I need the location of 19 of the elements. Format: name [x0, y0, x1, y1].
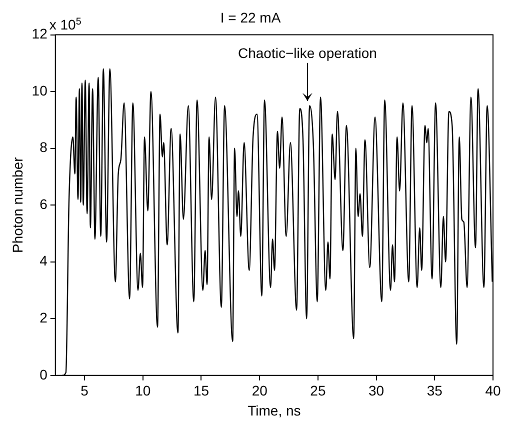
x-tick-label: 15 — [193, 382, 210, 399]
chart-title: I = 22 mA — [220, 9, 282, 26]
y-axis-title: Photon number — [9, 156, 26, 253]
x-tick-label: 10 — [135, 382, 151, 399]
x-tick-label: 40 — [485, 382, 501, 399]
y-tick-label: 10 — [32, 82, 48, 98]
x-axis-title: Time, ns — [248, 402, 301, 418]
x-tick-label: 25 — [310, 382, 326, 399]
x-tick-label: 30 — [368, 382, 384, 399]
y-tick-label: 12 — [32, 26, 48, 42]
y-tick-label: 8 — [40, 139, 48, 156]
y-tick-label: 6 — [40, 196, 48, 212]
annotation: Chaotic−like operation — [238, 44, 377, 61]
y-tick-label: 4 — [40, 252, 48, 269]
x-tick-label: 35 — [426, 382, 443, 399]
x-tick-label: 20 — [252, 382, 268, 399]
x-tick-label: 5 — [80, 382, 89, 399]
y-tick-label: 2 — [40, 309, 48, 326]
y-tick-label: 0 — [40, 366, 48, 382]
